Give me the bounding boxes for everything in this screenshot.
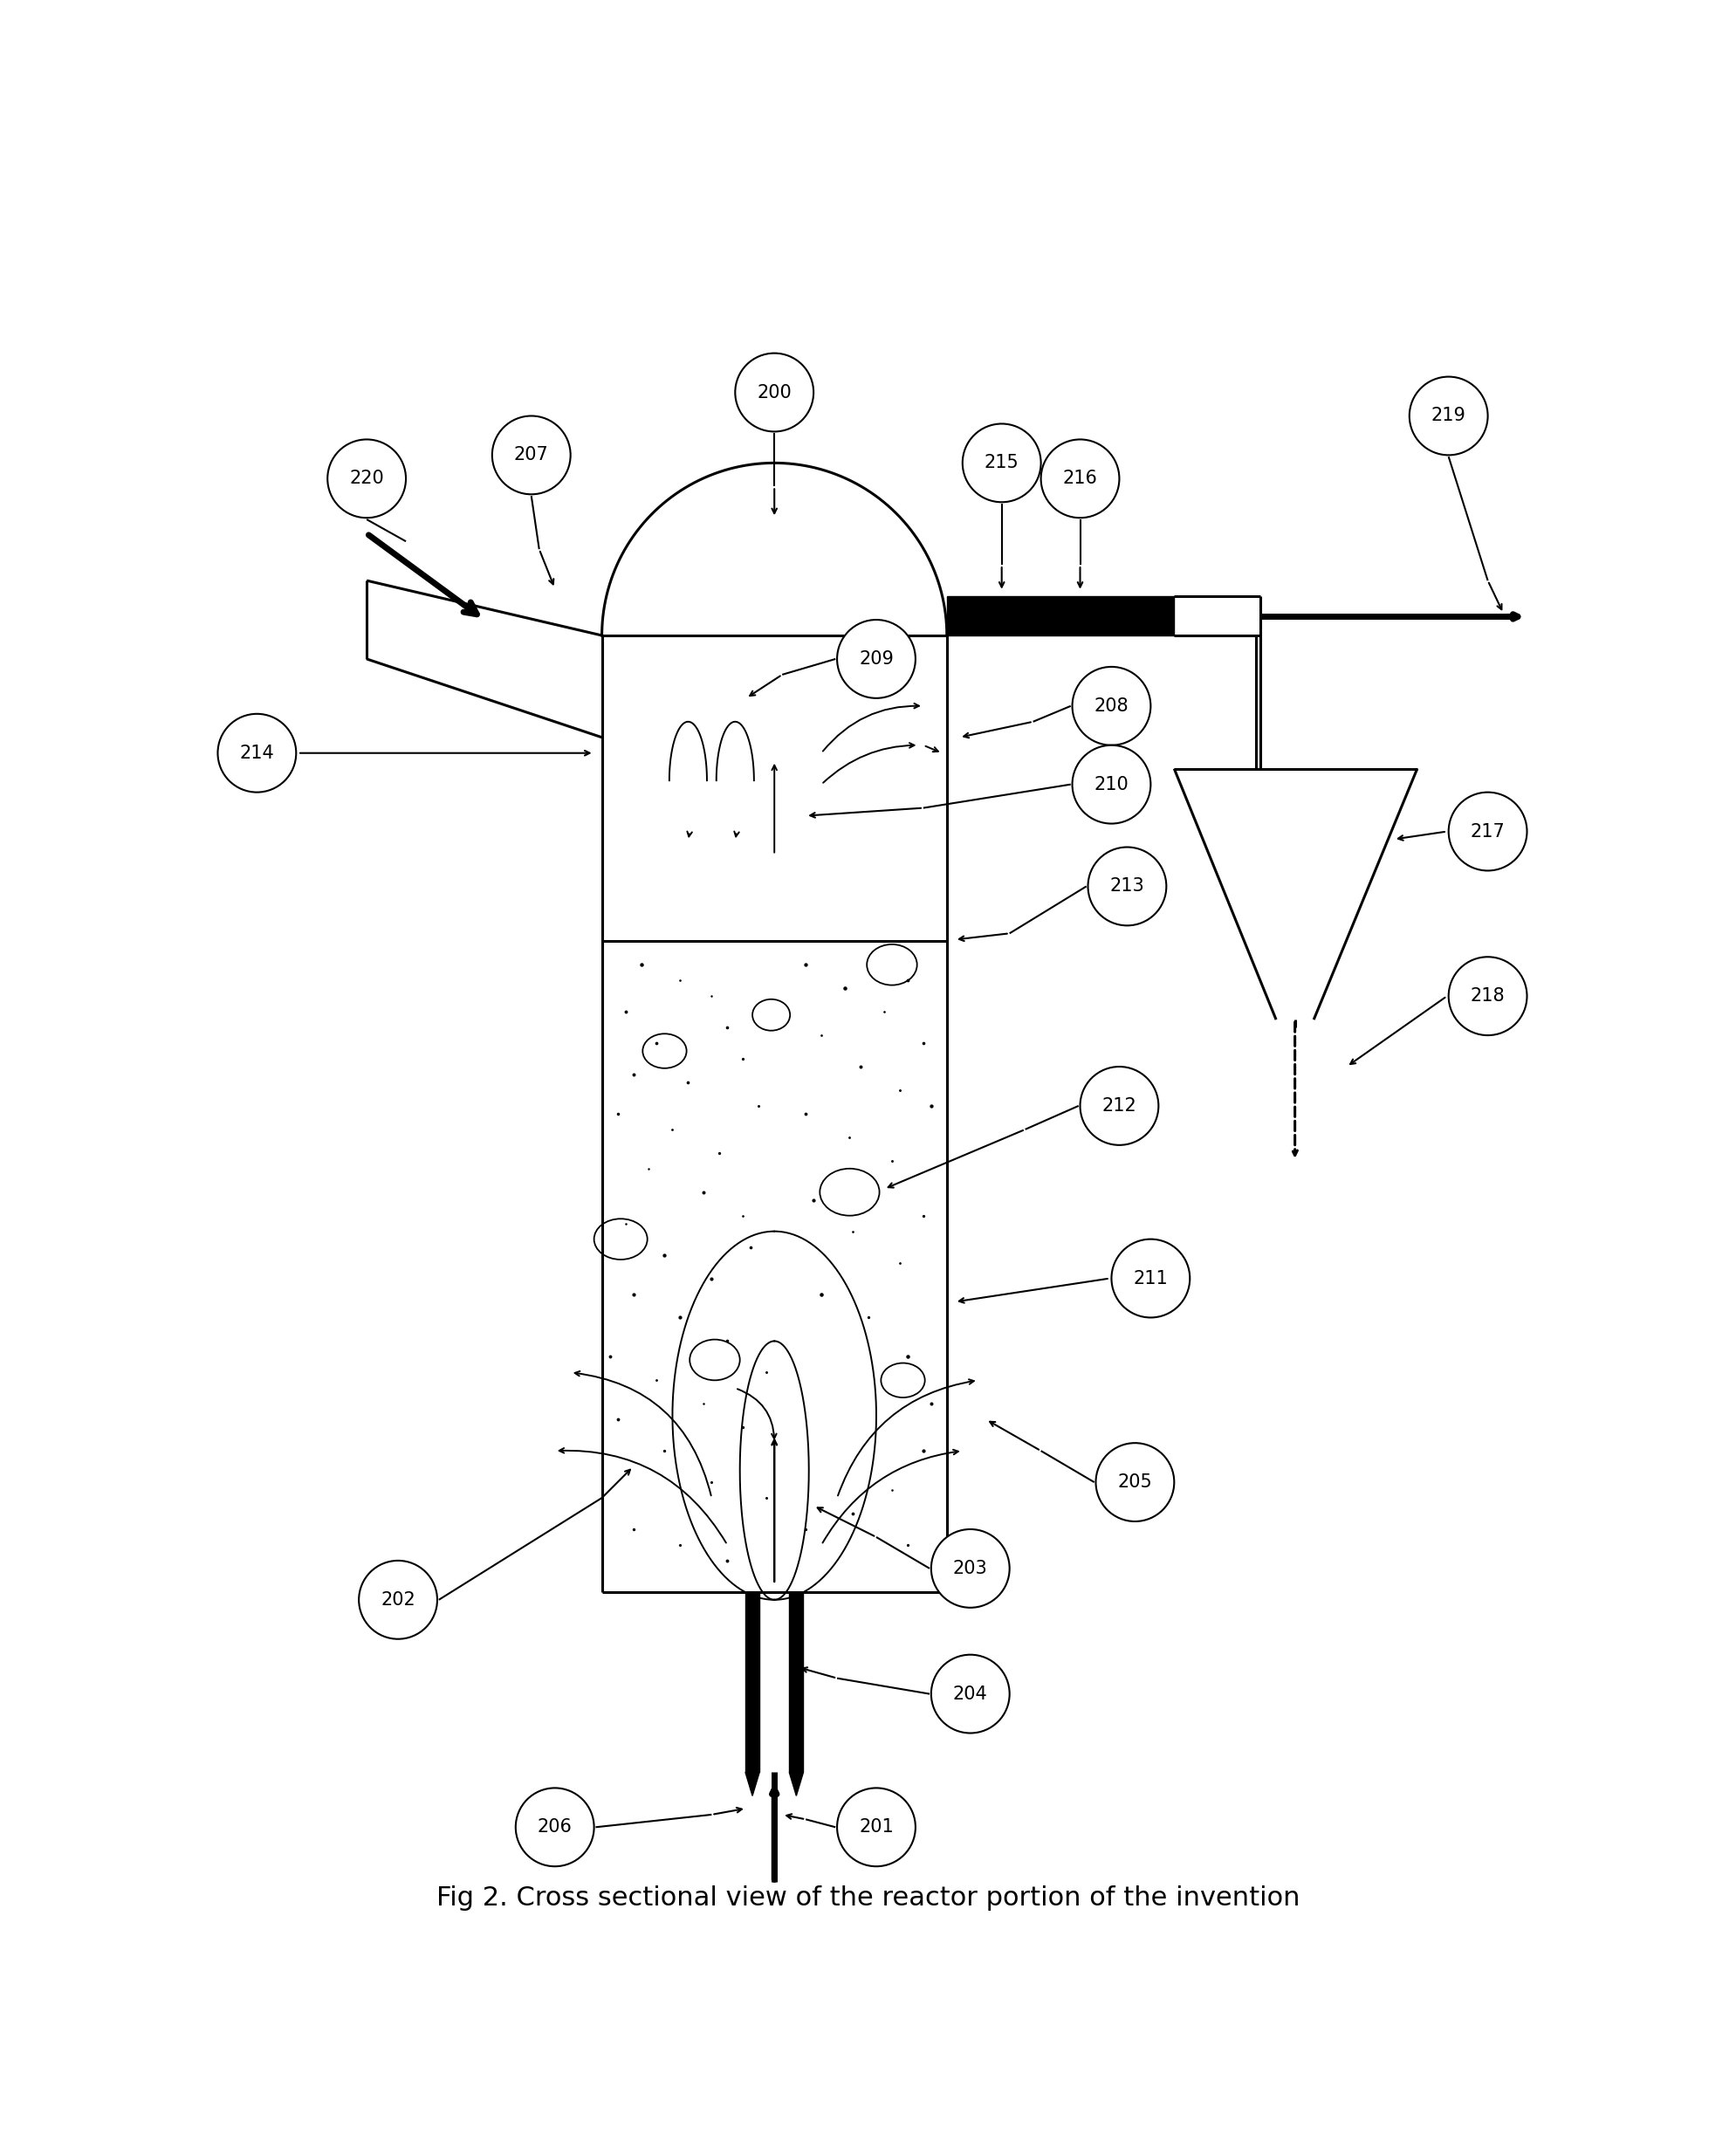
Text: 207: 207 <box>514 447 549 464</box>
Circle shape <box>328 438 406 518</box>
Text: 217: 217 <box>1470 823 1505 840</box>
Circle shape <box>516 1788 594 1865</box>
Circle shape <box>1080 1066 1158 1145</box>
Text: 201: 201 <box>859 1818 894 1835</box>
Circle shape <box>1408 376 1488 456</box>
Text: 218: 218 <box>1470 986 1505 1006</box>
Text: 220: 220 <box>349 471 384 488</box>
Text: 212: 212 <box>1101 1098 1135 1115</box>
Polygon shape <box>745 1773 759 1797</box>
Text: 200: 200 <box>757 385 792 402</box>
Text: 213: 213 <box>1109 877 1144 896</box>
Text: 203: 203 <box>953 1560 988 1577</box>
Text: 205: 205 <box>1116 1474 1151 1491</box>
Circle shape <box>962 423 1040 503</box>
Circle shape <box>734 352 812 432</box>
Text: 202: 202 <box>380 1590 415 1610</box>
Circle shape <box>1448 793 1526 870</box>
Polygon shape <box>788 1592 804 1773</box>
Circle shape <box>837 619 915 698</box>
Text: 204: 204 <box>953 1685 988 1702</box>
Text: 219: 219 <box>1430 406 1465 426</box>
Circle shape <box>1040 438 1118 518</box>
Circle shape <box>491 417 569 494</box>
Text: 215: 215 <box>984 453 1019 471</box>
Circle shape <box>359 1560 437 1640</box>
Circle shape <box>930 1530 1009 1607</box>
Text: 210: 210 <box>1094 776 1128 793</box>
Text: 211: 211 <box>1134 1270 1167 1287</box>
Text: 214: 214 <box>240 744 274 761</box>
Circle shape <box>1095 1442 1174 1521</box>
Polygon shape <box>788 1773 804 1797</box>
Circle shape <box>1071 666 1149 746</box>
Text: 208: 208 <box>1094 696 1128 716</box>
Circle shape <box>1087 847 1167 926</box>
Circle shape <box>837 1788 915 1865</box>
Circle shape <box>930 1655 1009 1732</box>
Polygon shape <box>745 1592 759 1773</box>
Text: 216: 216 <box>1062 471 1097 488</box>
Text: Fig 2. Cross sectional view of the reactor portion of the invention: Fig 2. Cross sectional view of the react… <box>436 1885 1300 1910</box>
Text: 206: 206 <box>536 1818 571 1835</box>
Text: 209: 209 <box>858 651 894 668</box>
Polygon shape <box>946 595 1174 636</box>
Circle shape <box>1071 746 1149 823</box>
Circle shape <box>1111 1240 1189 1317</box>
Circle shape <box>217 713 295 793</box>
Circle shape <box>1448 956 1526 1036</box>
